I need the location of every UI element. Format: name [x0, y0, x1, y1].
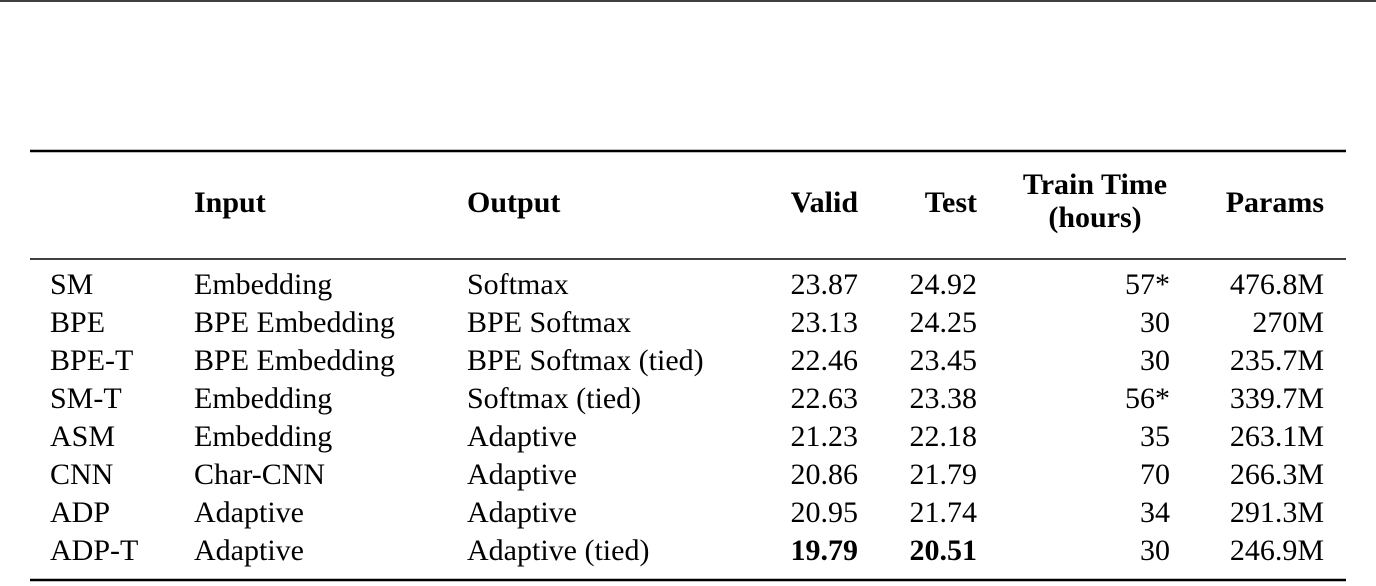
column-header: Input — [194, 186, 266, 219]
table-cell: Softmax — [467, 268, 569, 301]
table-cell: BPE Embedding — [194, 306, 395, 339]
table-cell: 19.79 — [791, 534, 859, 567]
table-cell: 23.87 — [791, 268, 859, 301]
row-label: SM — [50, 268, 93, 301]
table-cell: 34 — [1140, 496, 1170, 529]
table-cell: BPE Embedding — [194, 344, 395, 377]
row-label: SM-T — [50, 382, 122, 415]
table-cell: Adaptive (tied) — [467, 534, 649, 567]
table-cell: Embedding — [194, 382, 332, 415]
table-cell: Char-CNN — [194, 458, 325, 491]
row-label: ADP — [50, 496, 110, 529]
row-label: ASM — [50, 420, 115, 453]
row-label: BPE-T — [50, 344, 133, 377]
table-cell: Adaptive — [194, 534, 304, 567]
table-cell: 35 — [1140, 420, 1170, 453]
table-cell: 476.8M — [1230, 268, 1324, 301]
table-cell: 291.3M — [1230, 496, 1324, 529]
table-cell: Embedding — [194, 420, 332, 453]
table-cell: 270M — [1252, 306, 1324, 339]
table-cell: 21.23 — [791, 420, 859, 453]
row-label: BPE — [50, 306, 105, 339]
column-header: Valid — [791, 186, 859, 219]
table-cell: 30 — [1140, 534, 1170, 567]
table-cell: 20.95 — [791, 496, 859, 529]
table-cell: 30 — [1140, 344, 1170, 377]
table-cell: 30 — [1140, 306, 1170, 339]
table-cell: 263.1M — [1230, 420, 1324, 453]
table-cell: 235.7M — [1230, 344, 1324, 377]
table-cell: 24.92 — [910, 268, 978, 301]
table-cell: Adaptive — [467, 420, 577, 453]
table-cell: 20.86 — [791, 458, 859, 491]
table-cell: 21.74 — [910, 496, 978, 529]
table-cell: 22.46 — [791, 344, 859, 377]
table-cell: Softmax (tied) — [467, 382, 641, 415]
table-cell: 23.45 — [910, 344, 978, 377]
column-header: Output — [467, 186, 560, 219]
table-cell: 22.18 — [910, 420, 978, 453]
table-cell: Adaptive — [194, 496, 304, 529]
table-cell: 57* — [1125, 268, 1170, 301]
table-cell: 339.7M — [1230, 382, 1324, 415]
column-header: Params — [1226, 186, 1324, 219]
table-cell: 23.38 — [910, 382, 978, 415]
table-cell: 70 — [1140, 458, 1170, 491]
table-cell: 22.63 — [791, 382, 859, 415]
table-cell: 56* — [1125, 382, 1170, 415]
column-header: Train Time — [1023, 168, 1167, 201]
table-cell: 23.13 — [791, 306, 859, 339]
table-cell: 20.51 — [910, 534, 978, 567]
table-cell: Adaptive — [467, 496, 577, 529]
table-cell: 266.3M — [1230, 458, 1324, 491]
table-cell: BPE Softmax (tied) — [467, 344, 704, 377]
row-label: CNN — [50, 458, 113, 491]
table-cell: 21.79 — [910, 458, 978, 491]
column-header: (hours) — [1048, 201, 1141, 234]
table-cell: Embedding — [194, 268, 332, 301]
table-cell: BPE Softmax — [467, 306, 631, 339]
table-cell: 24.25 — [910, 306, 978, 339]
row-label: ADP-T — [50, 534, 138, 567]
table-cell: Adaptive — [467, 458, 577, 491]
column-header: Test — [925, 186, 977, 219]
table-cell: 246.9M — [1230, 534, 1324, 567]
